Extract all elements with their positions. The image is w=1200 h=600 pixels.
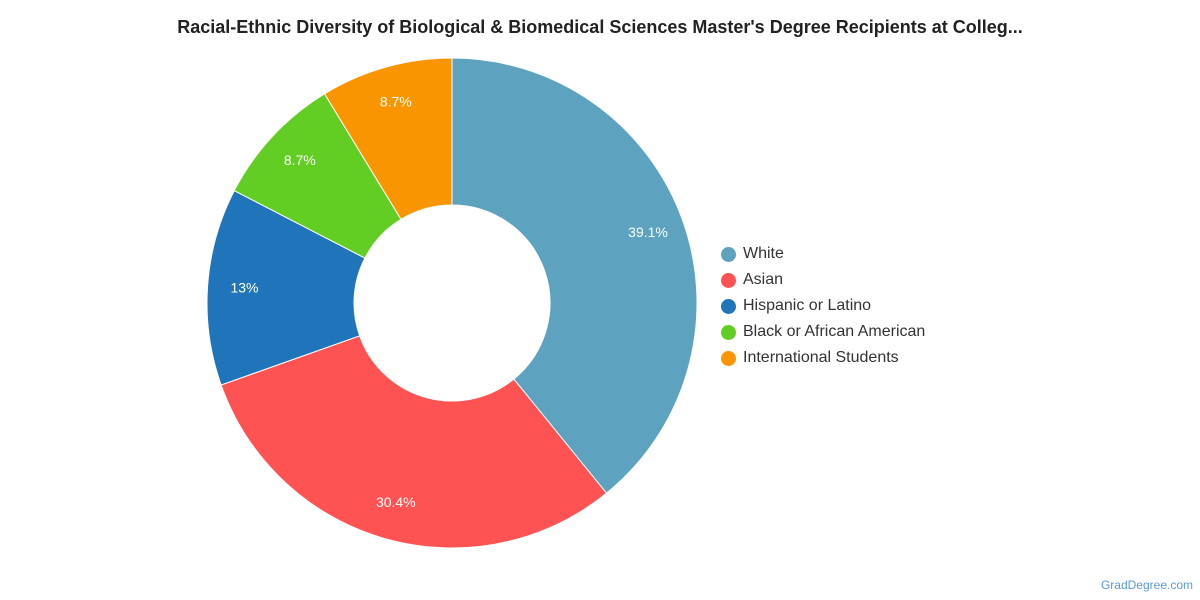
slice-asian[interactable] (220, 335, 608, 549)
legend-item[interactable]: Asian (721, 267, 925, 293)
data-label: 13% (230, 280, 258, 296)
legend-swatch (721, 298, 736, 314)
slice-international-students[interactable] (323, 57, 453, 220)
chart-legend: White Asian Hispanic or Latino Black or Afr… (721, 241, 925, 371)
data-label: 30.4% (376, 494, 416, 510)
legend-swatch (721, 350, 736, 366)
slice-hispanic-or-latino[interactable] (206, 189, 366, 386)
data-label: 8.7% (284, 152, 316, 168)
legend-label: Asian (743, 271, 784, 288)
slice-white[interactable] (451, 57, 698, 494)
legend-swatch (721, 324, 736, 340)
legend-label: International Students (743, 349, 899, 366)
data-label: 8.7% (380, 93, 412, 109)
legend-label: White (743, 245, 784, 262)
legend-item[interactable]: Hispanic or Latino (721, 293, 925, 319)
legend-item[interactable]: International Students (721, 345, 925, 371)
legend-label: Black or African American (743, 323, 926, 340)
source-credit[interactable]: GradDegree.com (1100, 578, 1193, 592)
legend-swatch (721, 246, 736, 262)
data-label: 39.1% (628, 224, 668, 240)
legend-item[interactable]: Black or African American (721, 319, 925, 345)
legend-label: Hispanic or Latino (743, 297, 872, 314)
legend-swatch (721, 272, 736, 288)
chart-title: Racial-Ethnic Diversity of Biological & … (177, 17, 1023, 37)
legend-item[interactable]: White (721, 241, 925, 267)
